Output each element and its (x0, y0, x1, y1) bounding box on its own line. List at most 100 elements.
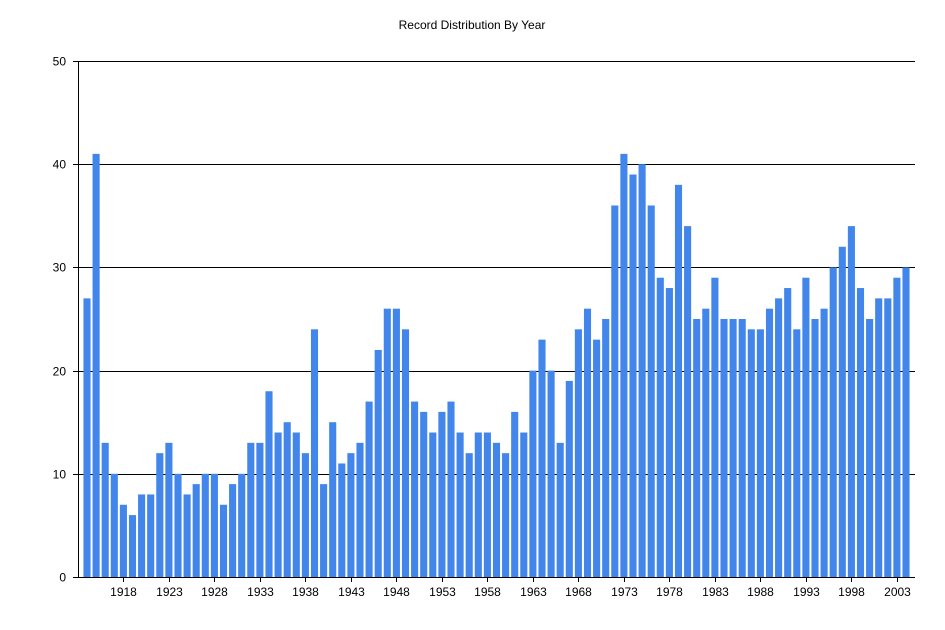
bar-1972 (611, 205, 619, 578)
bar-1956 (465, 453, 473, 577)
bar-1931 (238, 473, 246, 577)
y-tick-label: 10 (53, 468, 67, 482)
bar-1934 (265, 391, 273, 577)
bar-1959 (492, 442, 501, 577)
bar-1976 (647, 205, 655, 578)
bar-1919 (128, 515, 137, 577)
bar-1940 (320, 484, 328, 577)
x-tick-label: 1988 (747, 585, 774, 599)
y-tick-label: 50 (53, 55, 67, 69)
x-tick-label: 1943 (338, 585, 365, 599)
bar-1997 (838, 246, 846, 577)
bar-1936 (283, 422, 291, 577)
bar-1944 (356, 442, 364, 577)
bar-1953 (438, 411, 446, 577)
bar-1932 (247, 442, 255, 577)
bar-1983 (711, 277, 719, 577)
y-tick-label: 0 (59, 571, 66, 585)
bar-1994 (811, 319, 819, 577)
x-axis-ticks: 1918 1923 1928 1933 1938 1943 1948 1953 1958 1963… (110, 577, 911, 599)
bar-1918 (119, 504, 127, 577)
bar-1975 (638, 164, 646, 577)
bar-1990 (775, 298, 783, 577)
bar-1984 (720, 319, 728, 577)
bar-1929 (219, 504, 228, 577)
bar-1952 (429, 432, 437, 577)
bar-1943 (347, 453, 355, 577)
bar-1960 (502, 453, 510, 577)
bar-1923 (165, 442, 173, 577)
y-tick-label: 30 (53, 261, 67, 275)
bar-1920 (138, 494, 146, 577)
bar-1947 (383, 308, 391, 577)
bar-1965 (547, 370, 555, 577)
x-tick-label: 1978 (656, 585, 683, 599)
bar-1974 (629, 174, 637, 577)
bar-2002 (884, 298, 892, 577)
bar-1924 (174, 473, 182, 577)
bar-1982 (702, 308, 710, 577)
x-tick-label: 1918 (110, 585, 137, 599)
bars (83, 153, 910, 578)
bar-1969 (583, 308, 592, 577)
bar-1950 (411, 401, 419, 577)
bar-1930 (229, 484, 237, 577)
bar-1970 (593, 339, 601, 577)
bar-1989 (765, 308, 774, 577)
bar-1916 (101, 442, 109, 577)
bar-1967 (565, 380, 573, 577)
x-tick-label: 1958 (474, 585, 501, 599)
bar-1973 (620, 153, 628, 577)
bar-1942 (338, 463, 346, 577)
bar-2004 (902, 267, 910, 577)
x-tick-label: 1983 (702, 585, 729, 599)
bar-1925 (183, 494, 191, 577)
bar-1998 (847, 226, 855, 577)
bar-1979 (674, 184, 683, 577)
bar-1915 (92, 153, 100, 577)
bar-1993 (802, 277, 810, 577)
bar-1963 (529, 370, 537, 577)
x-tick-label: 1938 (292, 585, 319, 599)
bar-1941 (329, 422, 337, 577)
bar-1958 (483, 432, 491, 577)
x-tick-label: 1923 (156, 585, 183, 599)
bar-1957 (474, 432, 482, 577)
bar-1986 (738, 319, 746, 577)
bar-1966 (556, 442, 564, 577)
bar-1927 (201, 473, 209, 577)
x-tick-label: 1968 (565, 585, 592, 599)
x-tick-label: 1993 (793, 585, 820, 599)
bar-1971 (602, 319, 610, 577)
bar-1961 (511, 411, 519, 577)
x-tick-label: 2003 (884, 585, 911, 599)
bar-1985 (729, 319, 737, 577)
bar-1917 (110, 473, 118, 577)
bar-1937 (292, 432, 300, 577)
y-tick-label: 40 (53, 158, 67, 172)
bar-1928 (210, 473, 218, 577)
bar-1922 (156, 453, 164, 577)
bar-1968 (574, 329, 582, 577)
bar-1978 (665, 288, 673, 577)
chart-title: Record Distribution By Year (399, 18, 546, 32)
x-tick-label: 1933 (247, 585, 274, 599)
bar-1992 (793, 329, 801, 577)
bar-1977 (656, 277, 664, 577)
bar-1939 (310, 329, 319, 577)
bar-1921 (147, 494, 155, 577)
axes (78, 61, 915, 578)
bar-1951 (420, 411, 428, 577)
bar-2000 (866, 319, 874, 577)
bar-1995 (820, 308, 828, 577)
bar-1926 (192, 484, 200, 577)
bar-1999 (856, 288, 865, 577)
bar-1980 (684, 226, 692, 577)
bar-1914 (83, 298, 91, 577)
bar-1954 (447, 401, 455, 577)
bar-1996 (829, 267, 837, 577)
x-tick-label: 1973 (611, 585, 638, 599)
bar-2001 (875, 298, 883, 577)
